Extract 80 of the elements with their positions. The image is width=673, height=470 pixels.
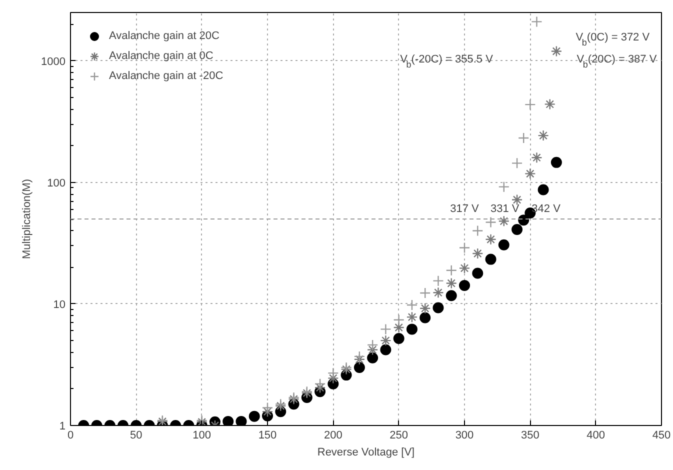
- point: [459, 280, 470, 291]
- legend-label: Avalanche gain at -20C: [109, 70, 224, 82]
- point: [354, 350, 366, 362]
- legend-label: Avalanche gain at 0C: [109, 50, 214, 62]
- legend-label: Avalanche gain at 20C: [109, 30, 220, 42]
- point: [236, 416, 247, 426]
- annotation: 317 V: [450, 203, 480, 215]
- point: [393, 314, 404, 326]
- y-axis-title: Multiplication(M): [21, 178, 34, 260]
- x-tick-label: 400: [586, 430, 606, 442]
- point: [472, 248, 484, 260]
- point: [380, 324, 392, 335]
- y-tick-label: 10: [53, 298, 66, 311]
- point: [432, 302, 444, 314]
- x-tick-label: 450: [652, 430, 671, 442]
- x-tick-label: 50: [130, 430, 142, 442]
- point: [550, 46, 562, 57]
- x-tick-label: 350: [520, 430, 540, 442]
- point: [511, 158, 523, 169]
- point: [472, 268, 484, 279]
- point: [518, 132, 530, 144]
- point: [393, 332, 404, 344]
- point: [531, 152, 542, 164]
- y-tick-label: 1: [59, 420, 66, 432]
- point: [485, 234, 496, 245]
- x-axis-title: Reverse Voltage [V]: [317, 446, 415, 458]
- point: [367, 352, 378, 364]
- point: [432, 287, 444, 298]
- x-tick-label: 250: [390, 430, 408, 442]
- x-tick-label: 200: [324, 430, 342, 442]
- point: [512, 224, 523, 235]
- point: [406, 324, 418, 335]
- point: [328, 367, 339, 379]
- point: [393, 322, 404, 334]
- point: [222, 416, 234, 426]
- point: [458, 242, 470, 254]
- point: [524, 98, 536, 110]
- point: [380, 344, 392, 356]
- point: [262, 402, 274, 414]
- x-tick-label: 150: [258, 430, 277, 442]
- point: [498, 181, 510, 192]
- point: [511, 194, 523, 206]
- x-tick-label: 100: [192, 430, 212, 442]
- point: [366, 344, 378, 356]
- point: [406, 311, 418, 323]
- point: [248, 410, 260, 422]
- point: [314, 382, 326, 394]
- point: [366, 339, 378, 351]
- point: [538, 130, 549, 142]
- point: [406, 299, 418, 311]
- point: [446, 290, 457, 302]
- point: [485, 254, 496, 265]
- point: [498, 239, 510, 250]
- point: [446, 278, 457, 289]
- x-tick-label: 0: [67, 430, 74, 442]
- point: [446, 264, 457, 276]
- point: [354, 362, 365, 373]
- point: [524, 168, 536, 180]
- annotation: 331 V: [490, 203, 520, 215]
- point: [531, 16, 542, 28]
- point: [485, 216, 496, 228]
- point: [380, 334, 392, 346]
- point: [328, 372, 339, 384]
- point: [538, 184, 549, 196]
- point: [472, 225, 484, 236]
- point: [550, 156, 562, 168]
- point: [420, 287, 431, 299]
- x-tick-label: 300: [455, 430, 474, 442]
- point: [262, 406, 274, 418]
- point: [420, 312, 431, 324]
- point: [354, 354, 366, 365]
- point: [420, 302, 431, 314]
- point: [432, 275, 444, 286]
- point: [498, 216, 510, 227]
- y-tick-label: 100: [47, 177, 66, 190]
- y-tick-label: 1000: [41, 56, 66, 68]
- point: [458, 262, 470, 274]
- annotation: 342 V: [532, 203, 562, 215]
- point: [314, 378, 326, 390]
- point: [544, 98, 556, 110]
